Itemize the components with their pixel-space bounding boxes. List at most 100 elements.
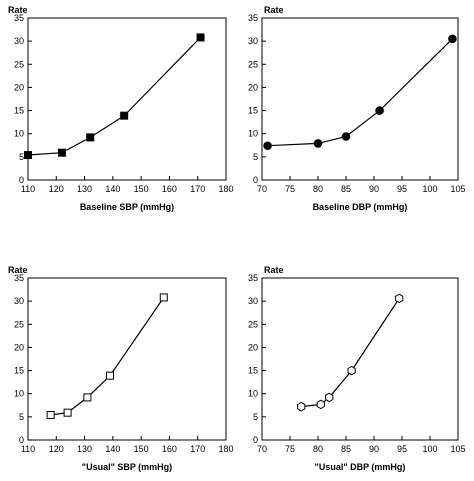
y-tick-label: 35	[14, 273, 24, 283]
y-axis-label: Rate	[8, 265, 28, 275]
x-tick-label: 140	[105, 184, 120, 194]
chart-panel-usual-sbp: 110 120 130 140 150 160 170 180 0 5 10 15 20 25 30 35Ra…	[8, 265, 234, 472]
y-axis-label: Rate	[8, 5, 28, 15]
data-point	[395, 293, 404, 304]
x-tick-label: 150	[134, 184, 149, 194]
x-tick-label: 80	[313, 444, 323, 454]
data-point	[196, 33, 205, 42]
y-axis-label: Rate	[264, 5, 284, 15]
y-tick-label: 10	[248, 129, 258, 139]
x-tick-label: 90	[369, 444, 379, 454]
y-axis-label: Rate	[264, 265, 284, 275]
series-line	[27, 36, 201, 156]
x-tick-label: 130	[77, 184, 92, 194]
y-tick-label: 10	[248, 389, 258, 399]
data-point	[86, 133, 95, 142]
data-point	[120, 111, 129, 120]
y-tick-label: 35	[248, 273, 258, 283]
y-tick-label: 25	[248, 319, 258, 329]
y-tick-label: 20	[248, 82, 258, 92]
data-point	[347, 365, 356, 376]
x-axis-label: "Usual" DBP (mmHg)	[315, 462, 406, 472]
x-tick-label: 140	[105, 444, 120, 454]
chart-panel-baseline-sbp: 110 120 130 140 150 160 170 180 0 5 10 15 20 25 30 35Ra…	[8, 5, 234, 212]
x-tick-label: 100	[422, 444, 437, 454]
data-point	[263, 141, 272, 151]
y-tick-label: 5	[19, 412, 24, 422]
y-tick-label: 25	[14, 59, 24, 69]
y-tick-label: 15	[14, 106, 24, 116]
y-tick-label: 10	[14, 389, 24, 399]
y-tick-label: 20	[14, 82, 24, 92]
series-line	[301, 298, 400, 408]
x-axis-label: "Usual" SBP (mmHg)	[82, 462, 172, 472]
plot-frame	[261, 277, 459, 441]
data-point	[375, 106, 384, 115]
y-tick-label: 5	[19, 152, 24, 162]
chart-panel-baseline-dbp: 70 75 80 85 90 95 100 105 0 5 10 15 20 25 30 35 Rate Base…	[248, 5, 466, 212]
y-tick-label: 35	[14, 13, 24, 23]
y-tick-label: 0	[19, 435, 24, 445]
x-tick-label: 110	[21, 444, 35, 454]
x-tick-label: 180	[218, 444, 233, 454]
x-tick-label: 75	[285, 184, 295, 194]
data-point	[448, 34, 457, 44]
data-point	[46, 411, 55, 420]
y-tick-label: 15	[14, 366, 24, 376]
x-tick-label: 105	[450, 444, 465, 454]
x-tick-label: 120	[49, 184, 64, 194]
data-point	[63, 408, 72, 417]
data-point	[24, 151, 32, 160]
x-tick-label: 105	[450, 184, 465, 194]
y-tick-label: 5	[253, 152, 258, 162]
data-point	[325, 392, 334, 403]
x-tick-label: 110	[21, 184, 35, 194]
data-point	[341, 132, 351, 141]
y-tick-label: 30	[14, 36, 24, 46]
x-tick-label: 180	[218, 184, 233, 194]
data-point	[297, 401, 306, 412]
data-point	[159, 293, 168, 302]
data-point	[106, 371, 115, 380]
chart-panel-usual-dbp: 70 75 80 85 90 95 100 105 0 5 10 15 20 25 30 35 Rate "Usu…	[248, 265, 466, 472]
plot-frame	[27, 277, 227, 441]
x-tick-label: 120	[49, 444, 64, 454]
x-tick-label: 90	[369, 184, 379, 194]
x-tick-label: 80	[313, 184, 323, 194]
x-tick-label: 75	[285, 444, 295, 454]
x-tick-label: 170	[190, 444, 205, 454]
series-line	[50, 297, 165, 416]
x-tick-label: 100	[422, 184, 437, 194]
x-tick-label: 95	[397, 184, 407, 194]
y-tick-label: 0	[253, 435, 258, 445]
x-tick-label: 170	[190, 184, 205, 194]
x-tick-label: 95	[397, 444, 407, 454]
data-point	[57, 148, 66, 157]
y-tick-label: 30	[248, 296, 258, 306]
y-tick-label: 15	[248, 366, 258, 376]
x-tick-label: 85	[341, 444, 351, 454]
y-tick-label: 30	[14, 296, 24, 306]
plot-frame	[261, 17, 459, 181]
y-tick-label: 10	[14, 129, 24, 139]
y-tick-label: 30	[248, 36, 258, 46]
plot-frame	[27, 17, 227, 181]
x-tick-label: 70	[257, 184, 267, 194]
data-point	[83, 393, 92, 402]
y-tick-label: 20	[248, 342, 258, 352]
y-tick-label: 25	[248, 59, 258, 69]
x-tick-label: 130	[77, 444, 92, 454]
y-tick-label: 0	[19, 175, 24, 185]
y-tick-label: 35	[248, 13, 258, 23]
x-tick-label: 160	[162, 444, 177, 454]
x-tick-label: 85	[341, 184, 351, 194]
y-tick-label: 5	[253, 412, 258, 422]
x-tick-label: 160	[162, 184, 177, 194]
x-axis-label: Baseline SBP (mmHg)	[80, 202, 174, 212]
y-tick-label: 25	[14, 319, 24, 329]
x-tick-label: 150	[134, 444, 149, 454]
series-line	[267, 38, 453, 147]
data-point	[316, 399, 325, 410]
y-tick-label: 15	[248, 106, 258, 116]
